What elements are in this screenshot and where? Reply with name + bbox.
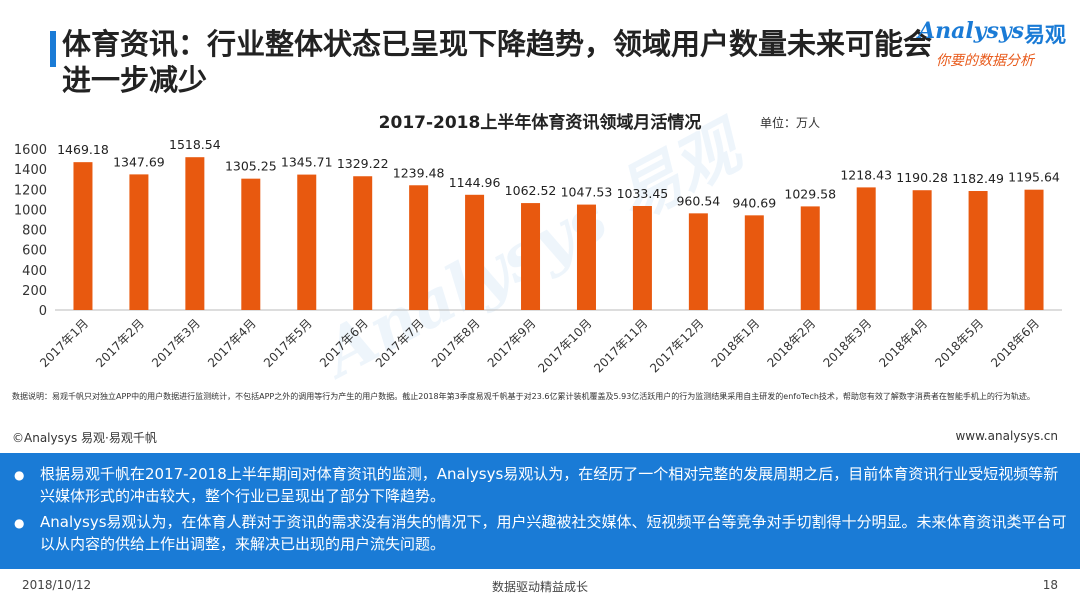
bar-value-label: 1305.25: [225, 159, 277, 174]
bar-value-label: 1518.54: [169, 137, 221, 152]
footer-date: 2018/10/12: [22, 578, 92, 592]
x-tick-label: 2018年3月: [820, 316, 874, 370]
bar: [297, 174, 317, 310]
chart-unit: 单位：万人: [760, 115, 820, 130]
y-tick-label: 800: [22, 224, 47, 239]
bullet-icon: ●: [14, 516, 25, 530]
logo-brand: Analysys: [918, 18, 1025, 44]
chart-container: 2017-2018上半年体育资讯领域月活情况 单位：万人 0 200 400 600 8…: [0, 100, 1080, 400]
bar: [688, 213, 708, 310]
x-tick-label: 2017年11月: [591, 316, 650, 375]
bar-value-label: 1182.49: [952, 171, 1004, 186]
bar: [576, 204, 596, 310]
title-accent-bar: [50, 31, 56, 67]
bar-value-label: 1190.28: [896, 170, 948, 185]
x-tick-label: 2018年6月: [988, 316, 1042, 370]
logo-brand-cn: 易观: [1024, 23, 1066, 47]
value-labels: 1469.18 1347.69 1518.54 1305.25 1345.71 1329.…: [57, 137, 1060, 210]
bar-value-label: 1329.22: [337, 156, 389, 171]
x-tick-label: 2017年7月: [373, 316, 427, 370]
y-tick-label: 1000: [14, 203, 47, 218]
bar-value-label: 1047.53: [561, 185, 613, 200]
y-tick-label: 400: [22, 264, 47, 279]
bar-value-label: 1239.48: [393, 165, 445, 180]
x-tick-label: 2018年5月: [932, 316, 986, 370]
bar: [521, 203, 541, 310]
bar: [968, 191, 988, 310]
bar: [409, 185, 429, 310]
x-tick-label: 2017年8月: [429, 316, 483, 370]
page-number: 18: [1042, 578, 1058, 592]
bar: [465, 194, 485, 310]
x-tick-label: 2017年4月: [205, 316, 259, 370]
website-link[interactable]: www.analysys.cn: [955, 429, 1058, 443]
bars: [73, 157, 1044, 310]
bar: [744, 215, 764, 310]
bar: [185, 157, 205, 310]
summary-item-1: 根据易观千帆在2017-2018上半年期间对体育资讯的监测，Analysys易观…: [40, 465, 1059, 505]
monthly-active-users-chart: 2017-2018上半年体育资讯领域月活情况 单位：万人 0 200 400 600 8…: [14, 112, 1062, 375]
y-tick-label: 1400: [14, 163, 47, 178]
x-tick-label: 2017年10月: [535, 316, 594, 375]
bar-value-label: 1347.69: [113, 154, 165, 169]
x-tick-label: 2017年9月: [485, 316, 539, 370]
x-tick-label: 2017年5月: [261, 316, 315, 370]
bar-value-label: 1144.96: [449, 175, 501, 190]
bar: [73, 162, 93, 310]
x-tick-label: 2018年4月: [876, 316, 930, 370]
y-tick-label: 0: [39, 304, 47, 319]
bar-value-label: 960.54: [676, 193, 720, 208]
bar: [1024, 189, 1044, 310]
bar: [800, 206, 820, 310]
bar-value-label: 1033.45: [617, 186, 669, 201]
bar-value-label: 1195.64: [1008, 170, 1060, 185]
copyright: ©Analysys 易观·易观千帆: [12, 431, 157, 445]
chart-title: 2017-2018上半年体育资讯领域月活情况: [379, 112, 702, 133]
x-tick-label: 2017年1月: [37, 316, 91, 370]
footer-slogan: 数据驱动精益成长: [491, 580, 588, 594]
x-axis: 2017年1月 2017年2月 2017年3月 2017年4月 2017年5月 2017年…: [37, 316, 1042, 375]
x-tick-label: 2017年12月: [647, 316, 706, 375]
x-tick-label: 2018年1月: [709, 316, 763, 370]
y-tick-label: 1600: [14, 143, 47, 158]
x-tick-label: 2018年2月: [764, 316, 818, 370]
data-note: 数据说明：易观千帆只对独立APP中的用户数据进行监测统计，不包括APP之外的调用…: [12, 392, 1035, 401]
bar-value-label: 1062.52: [505, 183, 557, 198]
summary-panel: ● 根据易观千帆在2017-2018上半年期间对体育资讯的监测，Analysys…: [0, 453, 1080, 569]
bar: [632, 206, 652, 310]
bar-value-label: 1469.18: [57, 142, 109, 157]
bar-value-label: 1218.43: [840, 167, 892, 182]
x-tick-label: 2017年6月: [317, 316, 371, 370]
analysys-logo: Analysys 易观 你要的数据分析: [918, 18, 1068, 74]
bar: [912, 190, 932, 310]
bar: [856, 187, 876, 310]
y-tick-label: 200: [22, 284, 47, 299]
page-title: 体育资讯：行业整体状态已呈现下降趋势，领域用户数量未来可能会进一步减少: [62, 27, 933, 97]
bullet-icon: ●: [14, 468, 25, 482]
x-tick-label: 2017年3月: [149, 316, 203, 370]
y-tick-label: 1200: [14, 183, 47, 198]
y-axis: 0 200 400 600 800 1000 1200 1400 1600: [14, 143, 1062, 319]
logo-slogan: 你要的数据分析: [936, 53, 1034, 69]
summary-item-2: Analysys易观认为，在体育人群对于资讯的需求没有消失的情况下，用户兴趣被社…: [40, 513, 1067, 553]
bar-value-label: 940.69: [732, 195, 776, 210]
bar-value-label: 1029.58: [784, 186, 836, 201]
x-tick-label: 2017年2月: [93, 316, 147, 370]
bar-value-label: 1345.71: [281, 155, 333, 170]
bar: [241, 178, 261, 310]
bar: [129, 174, 149, 310]
bar: [353, 176, 373, 310]
y-tick-label: 600: [22, 244, 47, 259]
